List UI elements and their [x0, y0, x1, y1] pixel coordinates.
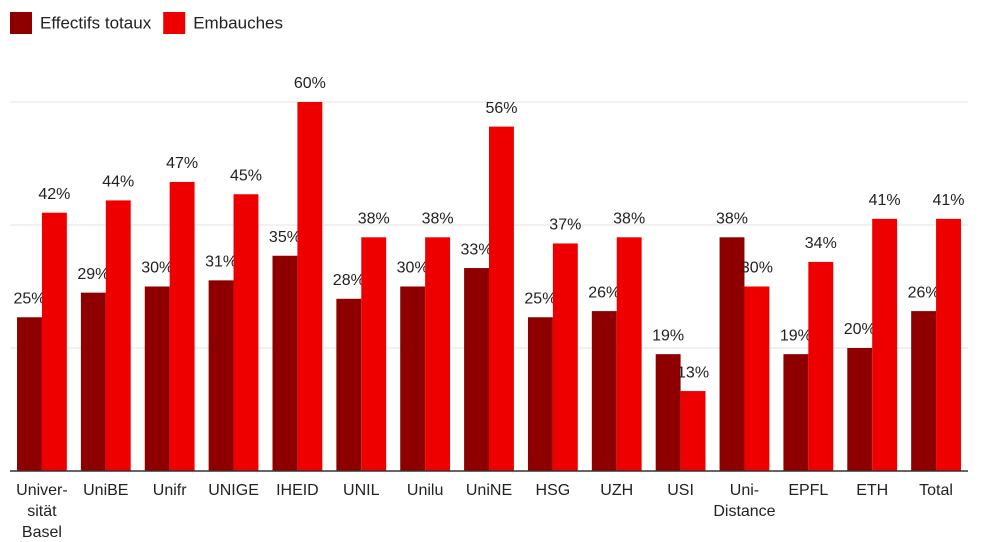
bar — [297, 102, 323, 471]
x-tick-label: Basel — [22, 524, 62, 541]
x-tick-label: Univer- — [16, 482, 68, 499]
value-label: 30% — [741, 260, 773, 277]
value-label: 33% — [461, 241, 493, 258]
x-tick-label: UZH — [600, 482, 633, 499]
x-tick-label: Uni- — [730, 482, 759, 499]
value-label: 47% — [166, 155, 198, 172]
x-tick-label: Unifr — [153, 482, 187, 499]
bar — [464, 268, 489, 471]
x-tick-label: HSG — [536, 482, 571, 499]
value-label: 38% — [358, 211, 390, 228]
value-label: 37% — [549, 217, 581, 234]
value-label: 31% — [205, 254, 237, 271]
bar — [744, 286, 770, 471]
x-tick-label: Unilu — [407, 482, 443, 499]
bar — [680, 391, 706, 471]
x-tick-label: sität — [27, 503, 57, 520]
value-label: 38% — [422, 211, 454, 228]
value-label: 25% — [13, 290, 45, 307]
x-tick-label: EPFL — [788, 482, 828, 499]
bar — [272, 255, 298, 471]
bar — [552, 243, 578, 471]
x-tick-label: Distance — [713, 503, 775, 520]
value-label: 42% — [38, 186, 70, 203]
bar — [41, 212, 67, 471]
bar — [400, 286, 426, 471]
bar — [872, 218, 898, 471]
bar — [144, 286, 170, 471]
bar — [425, 237, 451, 471]
x-tick-label: UNIGE — [208, 482, 259, 499]
bar — [783, 354, 809, 471]
bar — [808, 261, 834, 471]
value-label: 20% — [844, 321, 876, 338]
bar — [105, 200, 131, 471]
value-label: 41% — [869, 192, 901, 209]
value-label: 44% — [102, 174, 134, 191]
bar — [233, 194, 259, 471]
value-label: 38% — [716, 211, 748, 228]
x-tick-label: UniBE — [83, 482, 128, 499]
value-label: 30% — [397, 260, 429, 277]
bar — [361, 237, 387, 471]
value-label: 19% — [652, 327, 684, 344]
value-label: 38% — [613, 211, 645, 228]
x-tick-label: USI — [667, 482, 694, 499]
value-label: 41% — [933, 192, 965, 209]
value-label: 25% — [524, 290, 556, 307]
bar — [911, 311, 937, 471]
value-label: 26% — [908, 284, 940, 301]
value-label: 29% — [77, 266, 109, 283]
x-tick-label: Total — [919, 482, 953, 499]
value-label: 60% — [294, 75, 326, 92]
value-label: 28% — [333, 272, 365, 289]
x-tick-label: ETH — [856, 482, 888, 499]
bar — [616, 237, 642, 471]
value-label: 26% — [588, 284, 620, 301]
value-label: 13% — [677, 364, 709, 381]
bar — [489, 126, 514, 471]
x-tick-label: UniNE — [466, 482, 512, 499]
bar — [17, 317, 42, 471]
value-label: 45% — [230, 167, 262, 184]
value-label: 34% — [805, 235, 837, 252]
bar — [847, 348, 873, 471]
bar — [208, 280, 234, 471]
bar — [80, 292, 106, 471]
value-label: 35% — [269, 229, 301, 246]
bar — [169, 181, 195, 471]
legend-label: Effectifs totaux — [40, 13, 152, 32]
legend-swatch — [163, 12, 186, 34]
bar — [527, 317, 553, 471]
value-label: 30% — [141, 260, 173, 277]
value-label: 19% — [780, 327, 812, 344]
bar — [336, 298, 362, 471]
bar — [936, 218, 961, 471]
value-label: 56% — [485, 100, 517, 117]
bar — [591, 311, 617, 471]
legend-swatch — [10, 12, 32, 34]
bar — [719, 237, 745, 471]
legend-label: Embauches — [193, 13, 283, 32]
bar — [655, 354, 681, 471]
x-tick-label: IHEID — [276, 482, 319, 499]
x-tick-label: UNIL — [343, 482, 380, 499]
